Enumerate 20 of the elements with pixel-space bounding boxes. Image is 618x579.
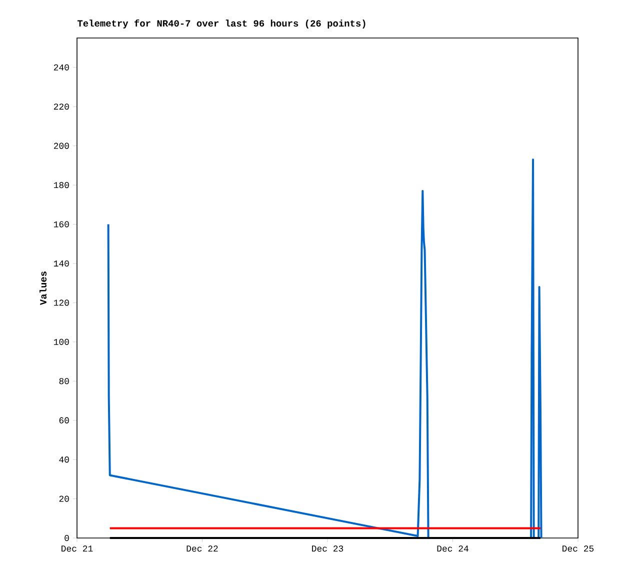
y-tick-label: 200	[54, 142, 69, 149]
y-tick-label: 60	[59, 417, 69, 424]
x-tick-label: Dec 25	[562, 546, 594, 552]
x-tick-label: Dec 24	[437, 546, 468, 552]
y-tick-label: 100	[54, 338, 69, 345]
y-tick-label: 240	[54, 64, 69, 70]
y-axis-title: Values	[40, 272, 46, 306]
chart-title: Telemetry for NR40-7 over last 96 hours (26 points)	[77, 20, 366, 28]
y-tick-label: 180	[54, 182, 69, 188]
y-tick-label: 220	[54, 104, 69, 110]
y-tick-label: 20	[59, 496, 69, 502]
x-tick-label: Dec 22	[186, 546, 218, 552]
x-tick-label: Dec 21	[62, 546, 93, 552]
x-tick-label: Dec 23	[312, 546, 344, 552]
y-tick-label: 120	[54, 300, 69, 306]
y-tick-label: 0	[64, 534, 69, 542]
y-tick-label: 140	[54, 260, 69, 267]
y-tick-label: 80	[59, 378, 69, 384]
y-tick-label: 160	[54, 221, 69, 228]
y-tick-label: 40	[59, 456, 69, 463]
